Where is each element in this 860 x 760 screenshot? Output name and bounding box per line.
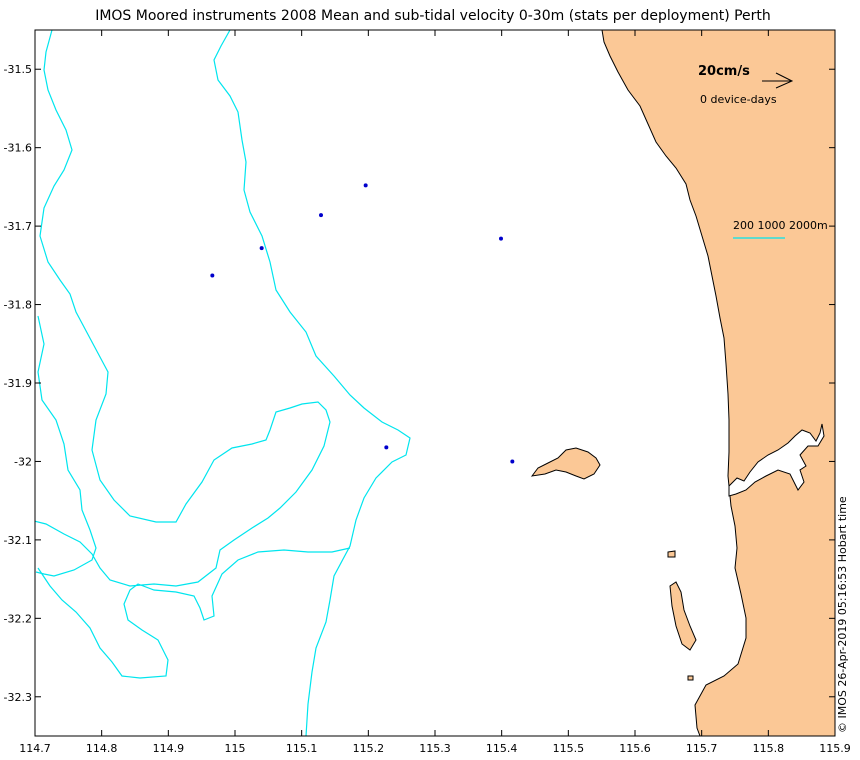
y-tick-label: -31.9 xyxy=(4,377,32,390)
x-axis: 114.7 114.8 114.9 115 115.1 115.2 115.3 115.4 11… xyxy=(19,30,851,755)
y-tick-label: -31.6 xyxy=(4,142,32,155)
station-marker-4[interactable] xyxy=(210,273,215,278)
x-tick-label: 115.3 xyxy=(419,742,451,755)
station-marker-6[interactable] xyxy=(384,445,389,450)
x-tick-label: 114.8 xyxy=(86,742,118,755)
rottnest-island xyxy=(530,447,601,480)
footer-timestamp: © IMOS 26-Apr-2019 05:16:53 Hobart time xyxy=(836,496,849,733)
y-tick-label: -32.1 xyxy=(4,534,32,547)
station-marker-7[interactable] xyxy=(510,459,515,464)
x-tick-label: 114.9 xyxy=(153,742,185,755)
x-tick-label: 115.1 xyxy=(286,742,318,755)
garden-island xyxy=(669,581,697,651)
x-tick-label: 115.4 xyxy=(486,742,518,755)
mainland-coast xyxy=(601,30,835,736)
isobath-1000m xyxy=(35,30,331,587)
station-marker-2[interactable] xyxy=(319,213,323,218)
x-tick-label: 115.2 xyxy=(353,742,385,755)
x-tick-label: 115 xyxy=(225,742,246,755)
y-axis: -31.5 -31.6 -31.7 -31.8 -31.9 -32 -32.1 -32.2 -3… xyxy=(4,63,835,704)
reef-marker xyxy=(687,675,694,681)
y-tick-label: -32 xyxy=(14,455,32,468)
x-tick-label: 115.8 xyxy=(753,742,785,755)
x-tick-label: 115.7 xyxy=(686,742,718,755)
legend-isobath-label: 200 1000 2000m xyxy=(733,219,828,232)
x-tick-label: 115.9 xyxy=(819,742,851,755)
x-tick-label: 114.7 xyxy=(19,742,51,755)
station-marker-3[interactable] xyxy=(259,246,264,251)
y-tick-label: -32.3 xyxy=(4,691,32,704)
carnac-islet xyxy=(667,550,676,558)
isobath-group xyxy=(35,30,785,736)
legend-vector-arrow xyxy=(762,72,794,89)
isobath-2000m-lower xyxy=(37,547,351,679)
chart-title: IMOS Moored instruments 2008 Mean and su… xyxy=(95,8,771,24)
isobath-200m xyxy=(213,30,411,736)
station-marker-1[interactable] xyxy=(363,183,368,188)
legend-scale-label: 20cm/s xyxy=(698,64,750,79)
station-group xyxy=(210,183,515,464)
y-tick-label: -31.8 xyxy=(4,299,32,312)
swan-river xyxy=(728,423,825,497)
y-tick-label: -31.7 xyxy=(4,220,32,233)
y-tick-label: -31.5 xyxy=(4,63,32,76)
legend-device-days: 0 device-days xyxy=(700,93,777,106)
station-marker-5[interactable] xyxy=(499,236,503,241)
isobath-2000m xyxy=(35,315,97,577)
y-tick-label: -32.2 xyxy=(4,612,32,625)
x-tick-label: 115.6 xyxy=(619,742,651,755)
x-tick-label: 115.5 xyxy=(553,742,585,755)
